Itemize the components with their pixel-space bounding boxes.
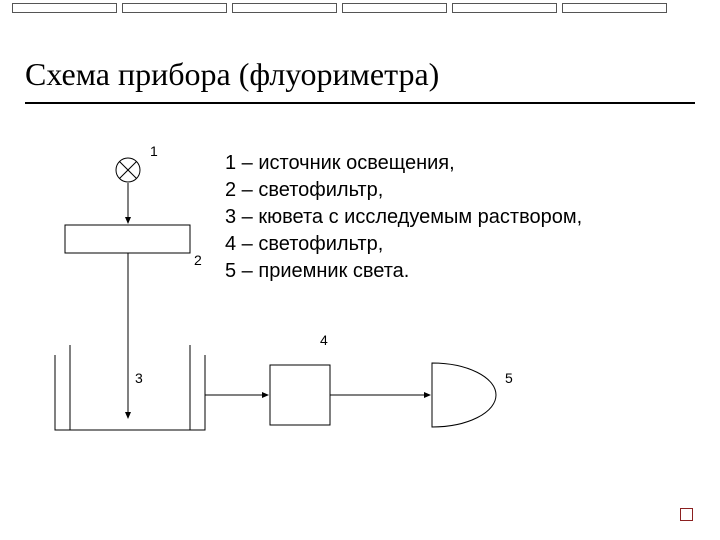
footer-square-icon bbox=[680, 508, 693, 521]
fluorimeter-diagram bbox=[0, 0, 720, 540]
